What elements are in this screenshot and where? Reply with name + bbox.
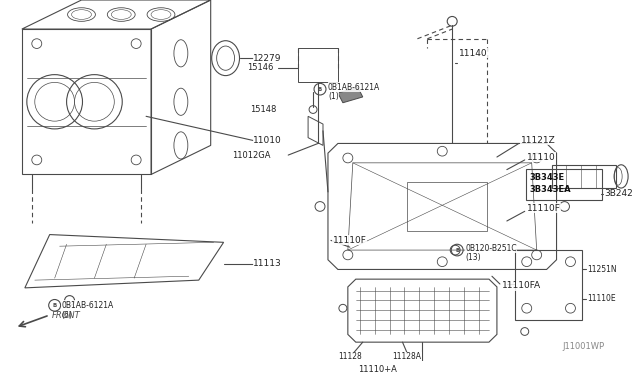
Text: 11128A: 11128A	[392, 352, 422, 361]
Text: 11110F: 11110F	[527, 204, 561, 213]
Text: B: B	[52, 303, 57, 308]
Text: 3B343E: 3B343E	[530, 173, 565, 182]
Text: FRONT: FRONT	[52, 311, 81, 321]
Text: 0B120-B251C: 0B120-B251C	[465, 244, 516, 253]
Text: B: B	[455, 248, 460, 253]
Text: 11251N: 11251N	[588, 265, 617, 274]
Text: 11121Z: 11121Z	[521, 136, 556, 145]
Text: 3B242: 3B242	[604, 189, 633, 198]
Text: 11113: 11113	[253, 259, 282, 268]
Text: 11140: 11140	[459, 49, 488, 58]
Text: 11110FA: 11110FA	[502, 282, 541, 291]
Text: 0B1AB-6121A: 0B1AB-6121A	[328, 83, 380, 92]
Text: (6): (6)	[61, 311, 72, 320]
Text: 12279: 12279	[253, 54, 282, 62]
Text: J11001WP: J11001WP	[562, 342, 604, 351]
Text: 0B1AB-6121A: 0B1AB-6121A	[61, 301, 114, 310]
Text: B: B	[318, 87, 322, 92]
Polygon shape	[338, 87, 363, 103]
Text: 15148: 15148	[250, 105, 276, 114]
Text: 11110F: 11110F	[333, 236, 367, 245]
Text: 15146: 15146	[247, 63, 273, 72]
Text: (1): (1)	[328, 92, 339, 102]
Text: 11110: 11110	[527, 153, 556, 161]
Text: 11012GA: 11012GA	[232, 151, 270, 160]
Text: 11128: 11128	[338, 352, 362, 361]
Text: (13): (13)	[465, 253, 481, 262]
Text: 11110+A: 11110+A	[358, 365, 397, 372]
Text: 3B343EA: 3B343EA	[530, 185, 572, 193]
Text: 11010: 11010	[253, 136, 282, 145]
Text: 11110E: 11110E	[588, 294, 616, 303]
